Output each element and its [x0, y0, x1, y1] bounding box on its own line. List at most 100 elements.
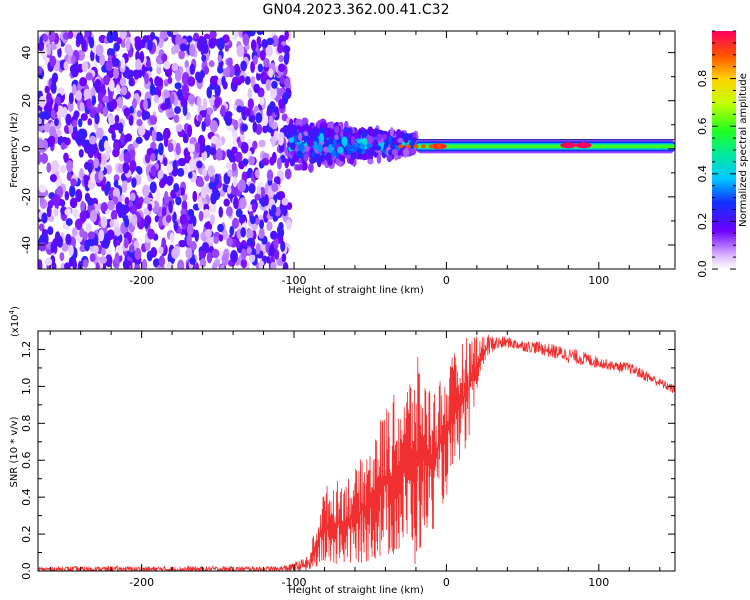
noise-cell: [251, 202, 257, 212]
noise-cell: [161, 237, 167, 251]
noise-cell: [242, 158, 249, 166]
band-cell: [308, 162, 314, 173]
band-cell: [297, 142, 305, 153]
noise-cell: [38, 242, 47, 252]
noise-cell: [232, 131, 238, 140]
noise-cell: [209, 31, 217, 40]
noise-cell: [247, 98, 254, 110]
noise-cell: [187, 208, 195, 218]
noise-cell: [57, 235, 64, 248]
band-cell: [312, 140, 318, 150]
band-cell: [402, 148, 410, 158]
noise-cell: [276, 157, 282, 170]
noise-cell: [54, 117, 59, 127]
noise-cell: [85, 72, 94, 81]
snr-ylabel: SNR (10 * v/v): [9, 416, 20, 487]
noise-cell: [39, 111, 47, 120]
noise-cell: [135, 136, 143, 145]
noise-cell: [284, 168, 292, 180]
noise-cell: [182, 103, 188, 116]
noise-cell: [256, 36, 262, 45]
noise-cell: [66, 160, 74, 173]
snr-xlabel: Height of straight line (km): [288, 585, 424, 596]
noise-cell: [270, 136, 276, 147]
noise-cell: [192, 190, 198, 203]
noise-cell: [49, 55, 57, 67]
noise-cell: [84, 161, 90, 170]
noise-cell: [168, 200, 173, 213]
noise-cell: [241, 248, 247, 260]
noise-cell: [64, 190, 70, 201]
noise-cell: [68, 92, 74, 105]
noise-cell: [68, 245, 74, 257]
noise-cell: [64, 137, 71, 146]
noise-cell: [143, 130, 150, 141]
noise-cell: [206, 251, 213, 264]
noise-cell: [247, 88, 253, 99]
noise-cell: [260, 71, 268, 81]
noise-cell: [123, 237, 129, 249]
noise-cell: [250, 60, 255, 74]
noise-cell: [41, 212, 48, 224]
noise-cell: [65, 233, 72, 245]
noise-cell: [269, 86, 277, 99]
noise-cell: [246, 107, 251, 117]
noise-cell: [109, 98, 118, 110]
noise-cell: [189, 257, 196, 265]
noise-cell: [227, 169, 234, 178]
noise-cell: [222, 229, 228, 240]
noise-cell: [128, 114, 134, 126]
noise-cell: [254, 193, 261, 201]
noise-cell: [131, 214, 138, 227]
noise-cell: [221, 253, 229, 266]
noise-cell: [136, 166, 143, 175]
noise-cell: [75, 189, 83, 202]
y-tick-label: 0: [20, 145, 33, 152]
colorbar-ticks: 0.0 0.2 0.4 0.6 0.8: [696, 30, 736, 278]
band-cell: [298, 132, 303, 141]
noise-cell: [95, 44, 104, 57]
noise-cell: [48, 31, 56, 43]
band-cell: [335, 158, 340, 165]
band-cell: [317, 144, 323, 153]
band-cell: [350, 151, 356, 160]
noise-cell: [238, 179, 247, 193]
noise-cell: [182, 193, 188, 201]
noise-cell: [171, 62, 179, 72]
noise-cell: [271, 182, 279, 193]
noise-cell: [201, 150, 208, 161]
noise-cell: [207, 165, 215, 178]
y-tick-label: 20: [20, 94, 33, 108]
noise-cell: [231, 217, 240, 229]
noise-cell: [266, 108, 273, 117]
noise-cell: [84, 144, 92, 154]
noise-cell: [174, 106, 181, 114]
band-cell: [334, 125, 340, 133]
noise-cell: [196, 75, 203, 84]
band-cell: [353, 132, 359, 139]
snr-panel: -200 -100 0 100 0.0 0.2 0.4 0.6 0.8 1.0 1.2 Height…: [8, 306, 676, 596]
band-cell: [287, 124, 293, 130]
noise-cell: [186, 223, 194, 236]
noise-cell: [225, 162, 232, 170]
noise-cell: [67, 31, 74, 40]
spectral-peak: [436, 144, 442, 149]
noise-cell: [113, 174, 120, 182]
noise-cell: [254, 169, 260, 179]
noise-cell: [278, 54, 284, 63]
noise-cell: [93, 157, 100, 169]
noise-cell: [259, 186, 266, 198]
noise-cell: [240, 227, 246, 238]
noise-cell: [248, 31, 256, 37]
noise-cell: [277, 190, 286, 201]
noise-cell: [281, 197, 289, 206]
spectrogram-frame: [37, 30, 676, 270]
noise-cell: [182, 164, 189, 175]
noise-cell: [113, 141, 119, 151]
noise-cell: [215, 148, 223, 161]
noise-cell: [80, 136, 86, 147]
noise-cell: [265, 44, 273, 57]
noise-cell: [214, 173, 220, 186]
noise-cell: [157, 133, 164, 142]
noise-cell: [38, 151, 42, 165]
